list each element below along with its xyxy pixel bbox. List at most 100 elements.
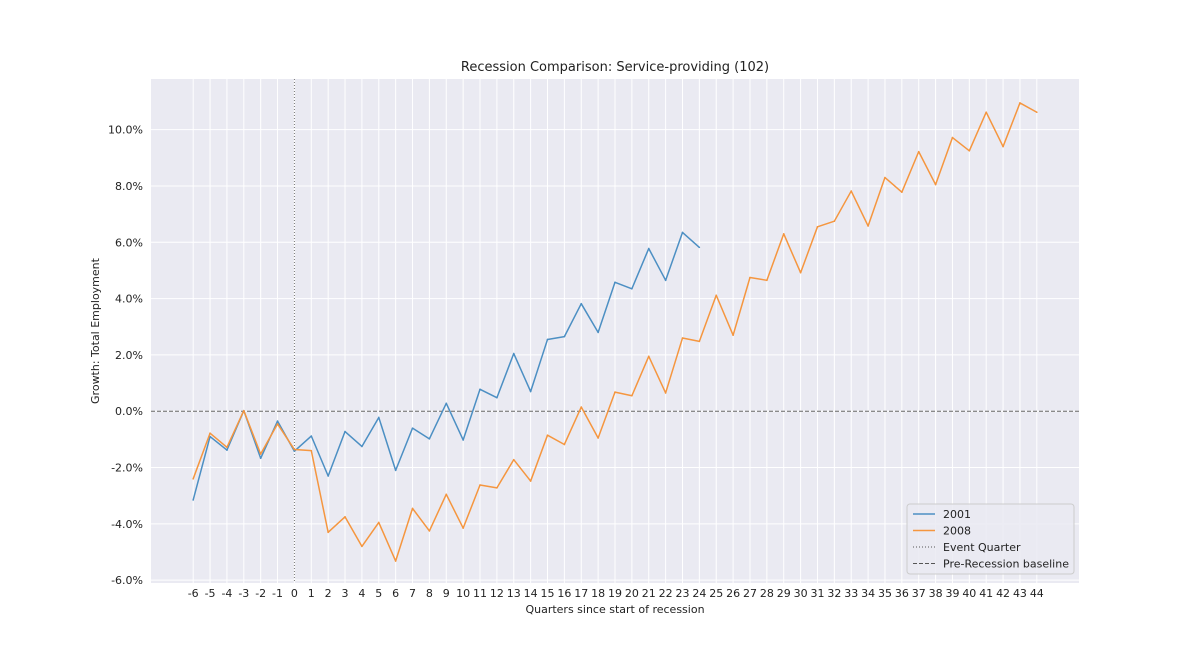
- x-tick-label: 9: [443, 587, 450, 600]
- x-tick-label: 27: [743, 587, 757, 600]
- x-tick-label: 10: [456, 587, 470, 600]
- data-point-2001: [529, 390, 532, 393]
- data-point-2001: [462, 439, 464, 441]
- data-point-2008: [816, 226, 819, 228]
- x-tick-label: -2: [255, 587, 266, 600]
- data-point-2008: [732, 334, 734, 337]
- data-point-2008: [226, 446, 228, 449]
- data-point-2008: [850, 190, 853, 192]
- data-point-2008: [529, 480, 532, 482]
- legend: 2001 2008 Event Quarter Pre-Recession ba…: [906, 503, 1075, 575]
- data-point-2008: [647, 355, 650, 358]
- x-tick-label: 21: [642, 587, 656, 600]
- x-tick-label: 5: [375, 587, 382, 600]
- data-point-2001: [664, 279, 667, 282]
- x-axis-title: Quarters since start of recession: [525, 603, 704, 616]
- x-tick-label: 7: [409, 587, 416, 600]
- data-point-2008: [1036, 111, 1038, 114]
- data-point-2001: [226, 449, 228, 451]
- data-point-2008: [259, 453, 262, 455]
- x-tick-label: 23: [675, 587, 689, 600]
- data-point-2008: [361, 545, 363, 548]
- x-tick-label: 6: [392, 587, 399, 600]
- data-point-2008: [344, 516, 346, 518]
- x-tick-label: 38: [929, 587, 943, 600]
- x-tick-label: 44: [1030, 587, 1044, 600]
- data-point-2008: [512, 458, 515, 461]
- data-point-2008: [496, 487, 498, 489]
- data-point-2008: [867, 225, 869, 227]
- data-point-2008: [411, 507, 414, 510]
- data-point-2008: [968, 150, 971, 152]
- y-tick-label: 10.0%: [108, 124, 143, 137]
- legend-label-event-quarter: Event Quarter: [943, 541, 1021, 554]
- data-point-2001: [580, 302, 583, 305]
- data-point-2001: [259, 457, 262, 460]
- data-point-2008: [293, 448, 296, 451]
- chart-title: Recession Comparison: Service-providing …: [461, 60, 769, 75]
- x-tick-label: 14: [524, 587, 538, 600]
- data-point-2001: [681, 231, 684, 234]
- data-point-2008: [327, 531, 329, 534]
- x-tick-label: 2: [325, 587, 332, 600]
- x-tick-label: 4: [358, 587, 365, 600]
- x-tick-label: 18: [591, 587, 605, 600]
- x-tick-label: 24: [692, 587, 706, 600]
- y-tick-label: -2.0%: [111, 462, 143, 475]
- data-point-2008: [799, 271, 802, 274]
- data-point-2008: [631, 394, 633, 397]
- x-tick-label: 30: [794, 587, 808, 600]
- x-tick-label: 20: [625, 587, 639, 600]
- x-tick-label: 35: [878, 587, 892, 600]
- x-tick-label: 32: [827, 587, 841, 600]
- data-point-2001: [310, 435, 313, 437]
- data-point-2008: [394, 560, 397, 562]
- x-tick-label: 13: [507, 587, 521, 600]
- data-point-2001: [361, 445, 363, 448]
- x-tick-label: 33: [844, 587, 858, 600]
- data-point-2001: [377, 416, 380, 419]
- x-tick-label: 29: [777, 587, 791, 600]
- x-tick-label: 41: [979, 587, 993, 600]
- x-tick-label: 37: [912, 587, 926, 600]
- data-point-2001: [647, 247, 650, 250]
- data-point-2001: [445, 402, 448, 405]
- x-tick-label: 43: [1013, 587, 1027, 600]
- x-tick-label: -5: [205, 587, 216, 600]
- data-point-2008: [664, 392, 667, 394]
- x-tick-label: 0: [291, 587, 298, 600]
- data-point-2008: [833, 220, 836, 222]
- x-tick-label: 8: [426, 587, 433, 600]
- data-point-2001: [276, 420, 279, 422]
- data-point-2001: [344, 430, 346, 433]
- legend-label-2008: 2008: [943, 525, 971, 538]
- x-tick-label: 17: [574, 587, 588, 600]
- data-point-2008: [985, 111, 987, 114]
- legend-label-2001: 2001: [943, 508, 971, 521]
- data-point-2001: [631, 287, 633, 290]
- x-tick-label: 36: [895, 587, 909, 600]
- series-lines: [192, 102, 1038, 562]
- x-tick-label: 11: [473, 587, 487, 600]
- data-point-2008: [698, 340, 701, 343]
- data-point-2008: [917, 150, 920, 153]
- data-point-2008: [445, 493, 448, 496]
- data-point-2008: [766, 279, 768, 282]
- series-points-2008: [192, 102, 1038, 562]
- data-point-2008: [1002, 145, 1004, 148]
- data-point-2008: [243, 409, 245, 412]
- x-tick-label: -4: [221, 587, 232, 600]
- y-tick-label: 6.0%: [115, 236, 143, 249]
- x-tick-label: 3: [342, 587, 349, 600]
- y-tick-labels: -6.0% -4.0% -2.0% 0.0% 2.0% 4.0% 6.0% 8.0% 10.0%: [108, 124, 143, 588]
- x-tick-label: 39: [945, 587, 959, 600]
- x-tick-label: -3: [238, 587, 249, 600]
- legend-box: [906, 503, 1075, 575]
- x-tick-labels: -6 -5 -4 -3 -2 -1 0 1 2 3 4 5 6 7 8 9 10 11 12 13 14 15 16 17 18…: [188, 587, 1044, 600]
- data-point-2008: [563, 443, 566, 446]
- data-point-2008: [951, 136, 954, 139]
- data-point-2001: [394, 469, 397, 472]
- x-tick-label: -1: [272, 587, 283, 600]
- data-point-2001: [411, 427, 414, 429]
